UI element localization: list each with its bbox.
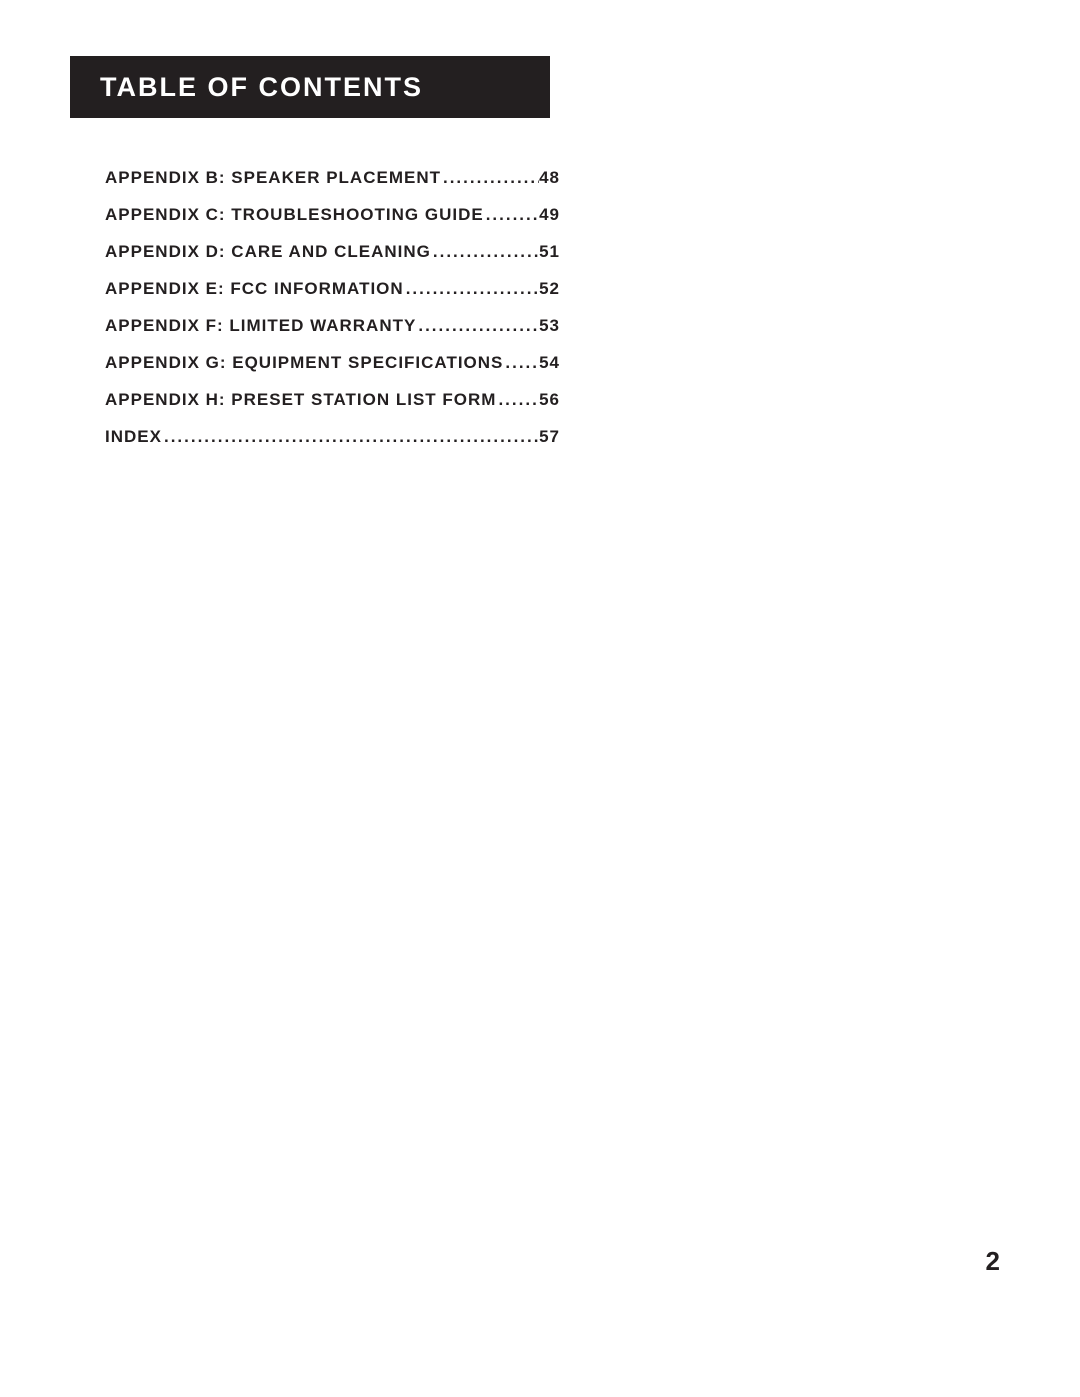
table-of-contents: Appendix B: Speaker Placement 48 Appendi… [105, 168, 560, 464]
toc-leader-dots [496, 390, 539, 410]
toc-entry: Appendix H: Preset Station List Form 56 [105, 390, 560, 410]
toc-leader-dots [416, 316, 539, 336]
toc-entry-title: Appendix E: FCC Information [105, 279, 404, 299]
toc-entry-page: 48 [539, 168, 560, 188]
toc-entry: Appendix G: Equipment Specifications 54 [105, 353, 560, 373]
toc-entry-page: 53 [539, 316, 560, 336]
toc-entry: Appendix D: Care and Cleaning 51 [105, 242, 560, 262]
toc-leader-dots [404, 279, 539, 299]
page-number: 2 [986, 1246, 1000, 1277]
title-bar: Table of Contents [70, 56, 550, 118]
toc-leader-dots [441, 168, 539, 188]
toc-entry-title: Appendix B: Speaker Placement [105, 168, 441, 188]
toc-entry: Appendix E: FCC Information 52 [105, 279, 560, 299]
toc-entry-title: Appendix H: Preset Station List Form [105, 390, 496, 410]
toc-entry-title: Index [105, 427, 162, 447]
toc-entry: Appendix B: Speaker Placement 48 [105, 168, 560, 188]
document-page: Table of Contents Appendix B: Speaker Pl… [0, 0, 1080, 1397]
toc-entry-title: Appendix F: Limited Warranty [105, 316, 416, 336]
toc-entry-page: 54 [539, 353, 560, 373]
toc-entry-page: 51 [539, 242, 560, 262]
toc-entry: Appendix C: Troubleshooting Guide 49 [105, 205, 560, 225]
toc-entry-title: Appendix C: Troubleshooting Guide [105, 205, 484, 225]
toc-entry-title: Appendix D: Care and Cleaning [105, 242, 431, 262]
toc-entry: Appendix F: Limited Warranty 53 [105, 316, 560, 336]
toc-entry: Index 57 [105, 427, 560, 447]
toc-entry-page: 49 [539, 205, 560, 225]
page-title: Table of Contents [100, 72, 423, 103]
toc-leader-dots [503, 353, 539, 373]
toc-entry-title: Appendix G: Equipment Specifications [105, 353, 503, 373]
toc-entry-page: 52 [539, 279, 560, 299]
toc-leader-dots [431, 242, 539, 262]
toc-entry-page: 57 [539, 427, 560, 447]
toc-leader-dots [162, 427, 539, 447]
toc-leader-dots [484, 205, 539, 225]
toc-entry-page: 56 [539, 390, 560, 410]
